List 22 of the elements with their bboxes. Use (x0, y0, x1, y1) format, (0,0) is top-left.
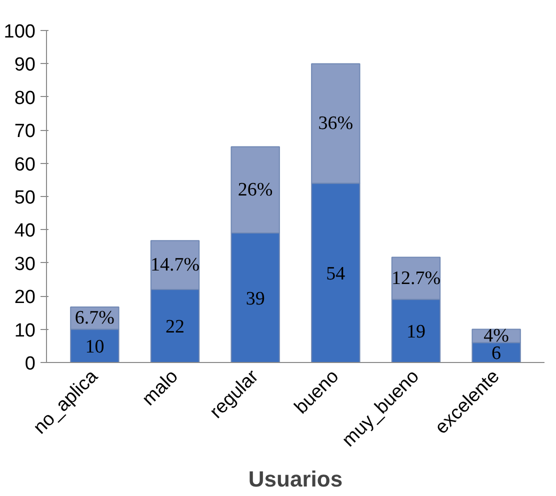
y-tick-label: 30 (14, 254, 36, 275)
data-label: 12.7% (391, 268, 441, 289)
data-label: 36% (318, 112, 354, 134)
data-label: 54 (326, 263, 346, 284)
y-tick-label: 0 (24, 354, 36, 374)
y-tick-label: 80 (14, 88, 36, 109)
data-label: 14.7% (150, 254, 200, 276)
data-label: 39 (246, 288, 265, 310)
data-label: 26% (238, 179, 273, 200)
y-tick-label: 40 (14, 220, 36, 242)
data-label: 19 (406, 321, 426, 342)
data-label: 10 (85, 336, 104, 358)
y-tick-label: 90 (14, 54, 36, 76)
x-axis-title: Usuarios (248, 466, 343, 492)
y-tick-label: 70 (14, 121, 36, 142)
data-label: 22 (166, 316, 185, 338)
y-tick-label: 20 (14, 287, 36, 308)
data-label: 6.7% (74, 308, 115, 329)
y-tick-label: 100 (4, 22, 36, 42)
y-tick-label: 50 (14, 188, 36, 208)
y-tick-label: 10 (14, 320, 36, 342)
y-tick-label: 60 (14, 154, 36, 176)
